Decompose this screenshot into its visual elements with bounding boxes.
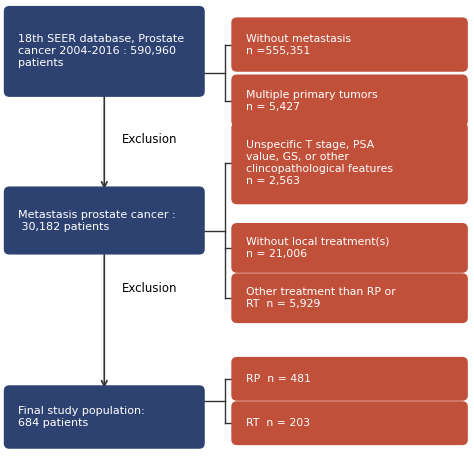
FancyBboxPatch shape (4, 385, 205, 449)
Text: Exclusion: Exclusion (121, 282, 177, 295)
FancyBboxPatch shape (231, 273, 468, 323)
Text: Exclusion: Exclusion (121, 133, 177, 146)
Text: Other treatment than RP or
RT  n = 5,929: Other treatment than RP or RT n = 5,929 (246, 287, 395, 309)
Text: RP  n = 481: RP n = 481 (246, 374, 310, 384)
FancyBboxPatch shape (231, 357, 468, 401)
Text: Metastasis prostate cancer :
 30,182 patients: Metastasis prostate cancer : 30,182 pati… (18, 209, 176, 232)
FancyBboxPatch shape (231, 74, 468, 127)
FancyBboxPatch shape (231, 17, 468, 72)
Text: Final study population:
684 patients: Final study population: 684 patients (18, 406, 145, 428)
FancyBboxPatch shape (231, 401, 468, 445)
Text: 18th SEER database, Prostate
cancer 2004-2016 : 590,960
patients: 18th SEER database, Prostate cancer 2004… (18, 34, 184, 69)
Text: Unspecific T stage, PSA
value, GS, or other
clincopathological features
n = 2,56: Unspecific T stage, PSA value, GS, or ot… (246, 140, 392, 186)
FancyBboxPatch shape (4, 6, 205, 97)
FancyBboxPatch shape (231, 122, 468, 204)
Text: Multiple primary tumors
n = 5,427: Multiple primary tumors n = 5,427 (246, 90, 377, 112)
Text: RT  n = 203: RT n = 203 (246, 418, 310, 428)
FancyBboxPatch shape (4, 186, 205, 255)
Text: Without local treatment(s)
n = 21,006: Without local treatment(s) n = 21,006 (246, 237, 389, 259)
Text: Without metastasis
n =555,351: Without metastasis n =555,351 (246, 33, 351, 56)
FancyBboxPatch shape (231, 223, 468, 273)
